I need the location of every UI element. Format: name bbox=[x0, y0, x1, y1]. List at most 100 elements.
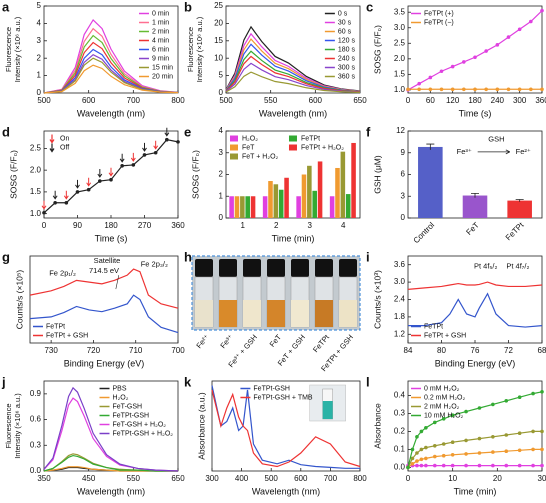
data-line bbox=[29, 268, 179, 309]
data-point bbox=[464, 452, 468, 456]
y-axis-label: SOSG (F/F₀) bbox=[372, 25, 382, 74]
y-tick-label: 2.5 bbox=[394, 38, 406, 47]
legend-label: 0 s bbox=[338, 10, 348, 17]
data-point bbox=[531, 391, 535, 396]
y-axis-label: Absorbance (a.u.) bbox=[196, 392, 206, 460]
y-axis-label: Intensity (×10⁶ a.u.) bbox=[195, 16, 204, 82]
legend-label: FeTPt bbox=[424, 323, 443, 330]
vial-cap bbox=[219, 259, 237, 277]
event-arrow bbox=[75, 179, 80, 189]
vial-liquid bbox=[195, 300, 213, 327]
error-bar bbox=[471, 192, 479, 198]
panel-letter: j bbox=[1, 374, 6, 389]
bar bbox=[245, 196, 250, 218]
y-tick-label: 9 bbox=[401, 148, 406, 157]
vial-cap bbox=[339, 259, 357, 277]
data-point bbox=[42, 210, 46, 215]
data-line bbox=[43, 454, 178, 472]
bar bbox=[312, 190, 317, 218]
legend-label: On bbox=[60, 135, 69, 142]
data-point bbox=[529, 87, 533, 92]
x-tick-label: FeT bbox=[464, 220, 481, 237]
data-point bbox=[506, 35, 511, 39]
legend-label: 30 s bbox=[338, 19, 352, 26]
x-tick-label: 90 bbox=[73, 221, 82, 230]
x-tick-label: 800 bbox=[171, 96, 185, 105]
x-tick-label: 600 bbox=[309, 96, 323, 105]
data-point bbox=[131, 163, 136, 167]
vial-cap bbox=[267, 259, 285, 277]
data-point bbox=[540, 429, 544, 434]
y-tick-label: 10 bbox=[214, 53, 223, 62]
data-point bbox=[529, 19, 533, 24]
data-point bbox=[531, 463, 535, 468]
data-line bbox=[408, 292, 543, 328]
data-point bbox=[464, 438, 468, 443]
legend-label: FeTPt-GSH bbox=[253, 385, 290, 392]
legend-label: H₂O₂ bbox=[242, 135, 258, 142]
event-arrow bbox=[41, 200, 47, 210]
bar bbox=[296, 196, 301, 218]
x-tick-label: 80 bbox=[437, 346, 446, 355]
x-tick-label: 700 bbox=[171, 346, 185, 355]
vial-label: FeT bbox=[268, 332, 284, 348]
data-point bbox=[504, 399, 509, 403]
y-tick-label: 2.0 bbox=[30, 165, 42, 174]
panel-letter: d bbox=[2, 124, 10, 139]
legend-label: 240 s bbox=[338, 55, 356, 62]
x-tick-label: 84 bbox=[404, 346, 413, 355]
x-tick-label: 76 bbox=[471, 346, 480, 355]
vial-liquid bbox=[291, 300, 309, 327]
bar bbox=[234, 196, 240, 218]
data-point bbox=[517, 27, 522, 32]
data-point bbox=[424, 463, 428, 468]
x-tick-label: 300 bbox=[513, 96, 527, 105]
data-point bbox=[86, 187, 91, 192]
x-axis-label: Wavelength (nm) bbox=[259, 108, 327, 118]
y-axis-label: SOSG (F/F₀) bbox=[190, 150, 200, 199]
y-tick-label: 0.3 bbox=[30, 440, 42, 449]
event-arrow bbox=[119, 153, 125, 163]
legend-label: 4 min bbox=[152, 37, 169, 44]
data-point bbox=[450, 64, 455, 69]
panel-letter: k bbox=[184, 374, 192, 389]
annotation: Pt 4f₇/₂ bbox=[506, 261, 529, 270]
annotation: Pt 4f₅/₂ bbox=[474, 261, 498, 270]
panel-letter: e bbox=[184, 124, 191, 139]
data-point bbox=[165, 137, 169, 142]
x-axis-label: Binding Energy (eV) bbox=[64, 358, 145, 368]
panel-letter: a bbox=[2, 0, 10, 14]
x-tick-label: 0 bbox=[42, 221, 47, 230]
x-axis-label: Wavelength (nm) bbox=[77, 108, 145, 118]
panel-letter: h bbox=[184, 249, 192, 264]
vial-liquid bbox=[219, 300, 237, 327]
y-tick-label: 0.1 bbox=[394, 445, 406, 454]
data-point bbox=[415, 451, 419, 455]
bar bbox=[301, 174, 307, 218]
bar bbox=[351, 142, 356, 218]
annotation: Fe 2p₃/₂ bbox=[141, 260, 168, 269]
legend-label: 10 mM H₂O₂ bbox=[424, 412, 464, 419]
legend-label: FeTPt + GSH bbox=[424, 332, 466, 339]
x-tick-label: 4 bbox=[341, 221, 346, 230]
y-tick-label: 3.0 bbox=[394, 277, 406, 286]
x-axis-label: Time (min) bbox=[454, 486, 497, 496]
data-point bbox=[109, 177, 113, 182]
data-point bbox=[540, 390, 544, 394]
legend-label: 0.2 mM H₂O₂ bbox=[424, 394, 466, 401]
plot-frame bbox=[29, 255, 179, 344]
data-point bbox=[441, 442, 446, 446]
data-line bbox=[407, 281, 543, 290]
x-tick-label: 700 bbox=[324, 474, 338, 483]
x-tick-label: 300 bbox=[205, 474, 219, 483]
y-axis-label: Fluorescence bbox=[4, 27, 13, 72]
data-point bbox=[450, 440, 455, 445]
bar bbox=[250, 196, 256, 218]
data-point bbox=[491, 450, 495, 454]
data-point bbox=[477, 436, 482, 441]
y-tick-label: 1 bbox=[219, 191, 224, 200]
legend-label: 20 min bbox=[152, 73, 173, 80]
data-point bbox=[540, 8, 544, 13]
y-tick-label: 3.6 bbox=[394, 260, 406, 269]
panel-letter: b bbox=[184, 0, 192, 14]
